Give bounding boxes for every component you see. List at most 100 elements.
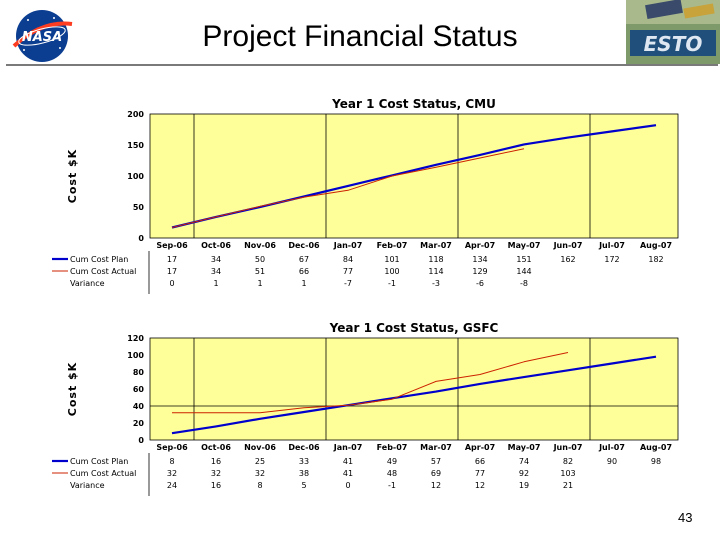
table-cell: 114	[428, 267, 443, 276]
x-tick-label: Apr-07	[465, 443, 495, 452]
nasa-logo-wordmark: NASA	[22, 30, 62, 45]
table-cell: 162	[560, 255, 575, 264]
table-cell: 101	[384, 255, 399, 264]
table-cell: 1	[257, 279, 262, 288]
table-cell: 66	[299, 267, 309, 276]
table-cell: 84	[343, 255, 353, 264]
table-cell: 118	[428, 255, 443, 264]
table-cell: -1	[388, 481, 396, 490]
table-cell: 51	[255, 267, 265, 276]
table-cell: 5	[301, 481, 306, 490]
series-line-plan	[171, 355, 657, 435]
x-tick-label: Sep-06	[156, 443, 188, 452]
y-tick-label: 100	[127, 172, 144, 181]
chart-title: Year 1 Cost Status, GSFC	[329, 321, 499, 335]
table-cell: 34	[211, 255, 221, 264]
table-cell: 103	[560, 469, 575, 478]
x-tick-label: Jan-07	[333, 241, 363, 250]
y-tick-label: 60	[133, 385, 145, 394]
series-line-actual	[171, 148, 525, 228]
table-cell: 57	[431, 457, 441, 466]
table-cell: 0	[169, 279, 174, 288]
table-cell: 1	[213, 279, 218, 288]
x-tick-label: Sep-06	[156, 241, 188, 250]
y-tick-label: 150	[127, 141, 144, 150]
chart-title: Year 1 Cost Status, CMU	[331, 97, 496, 111]
x-tick-label: Nov-06	[244, 443, 276, 452]
x-tick-label: Jul-07	[598, 241, 625, 250]
table-cell: 182	[648, 255, 663, 264]
y-tick-label: 40	[133, 402, 145, 411]
slide-title: Project Financial Status	[202, 20, 518, 53]
table-cell: -1	[388, 279, 396, 288]
table-cell: 66	[475, 457, 485, 466]
table-cell: 19	[519, 481, 529, 490]
series-line-actual	[172, 352, 569, 414]
table-cell: 12	[431, 481, 441, 490]
table-cell: 34	[211, 267, 221, 276]
x-tick-label: May-07	[508, 443, 541, 452]
table-cell: 33	[299, 457, 309, 466]
table-cell: 12	[475, 481, 485, 490]
x-tick-label: Aug-07	[640, 241, 672, 250]
table-cell: 16	[211, 457, 221, 466]
x-tick-label: Mar-07	[420, 241, 452, 250]
x-tick-label: Jan-07	[333, 443, 363, 452]
table-cell: 41	[343, 457, 353, 466]
x-tick-label: Feb-07	[377, 241, 408, 250]
title-divider	[6, 64, 718, 66]
x-tick-label: Jun-07	[553, 443, 583, 452]
table-cell: 50	[255, 255, 265, 264]
table-cell: 48	[387, 469, 397, 478]
table-cell: 92	[519, 469, 529, 478]
table-cell: 77	[343, 267, 353, 276]
table-cell: -6	[476, 279, 484, 288]
table-cell: -7	[344, 279, 352, 288]
nasa-logo: NASA	[12, 10, 73, 62]
y-axis-label: Cost $K	[66, 149, 79, 203]
y-tick-label: 100	[127, 351, 144, 360]
table-row-label: Cum Cost Plan	[70, 255, 128, 264]
table-cell: 82	[563, 457, 573, 466]
x-tick-label: Feb-07	[377, 443, 408, 452]
table-cell: 38	[299, 469, 309, 478]
table-row-label: Cum Cost Actual	[70, 469, 136, 478]
y-tick-label: 120	[127, 334, 144, 343]
x-tick-label: Dec-06	[288, 443, 320, 452]
chart-cmu: Year 1 Cost Status, CMU Cost $K 0 50 100 150 2…	[52, 97, 679, 294]
x-tick-label: Dec-06	[288, 241, 320, 250]
table-cell: 100	[384, 267, 399, 276]
x-tick-label: Jul-07	[598, 443, 625, 452]
table-cell: -8	[520, 279, 528, 288]
table-cell: 32	[211, 469, 221, 478]
table-cell: 98	[651, 457, 661, 466]
x-tick-label: May-07	[508, 241, 541, 250]
table-cell: 8	[257, 481, 262, 490]
table-cell: 67	[299, 255, 309, 264]
x-tick-label: Jun-07	[553, 241, 583, 250]
table-cell: 0	[345, 481, 350, 490]
table-cell: 74	[519, 457, 529, 466]
table-cell: 24	[167, 481, 177, 490]
x-tick-label: Oct-06	[201, 241, 231, 250]
table-cell: 32	[255, 469, 265, 478]
y-axis-label: Cost $K	[66, 362, 79, 416]
y-tick-label: 0	[138, 436, 144, 445]
y-tick-label: 200	[127, 110, 144, 119]
y-tick-label: 20	[133, 419, 145, 428]
table-cell: 32	[167, 469, 177, 478]
table-cell: 90	[607, 457, 617, 466]
table-cell: 129	[472, 267, 487, 276]
table-row-label: Variance	[70, 481, 105, 490]
table-row-label: Cum Cost Plan	[70, 457, 128, 466]
table-cell: 69	[431, 469, 441, 478]
esto-logo: ESTO	[626, 0, 720, 64]
table-cell: 8	[169, 457, 174, 466]
table-row-label: Variance	[70, 279, 105, 288]
y-tick-label: 80	[133, 368, 145, 377]
table-cell: 21	[563, 481, 573, 490]
table-cell: 16	[211, 481, 221, 490]
x-tick-label: Oct-06	[201, 443, 231, 452]
y-tick-label: 0	[138, 234, 144, 243]
table-cell: 49	[387, 457, 397, 466]
